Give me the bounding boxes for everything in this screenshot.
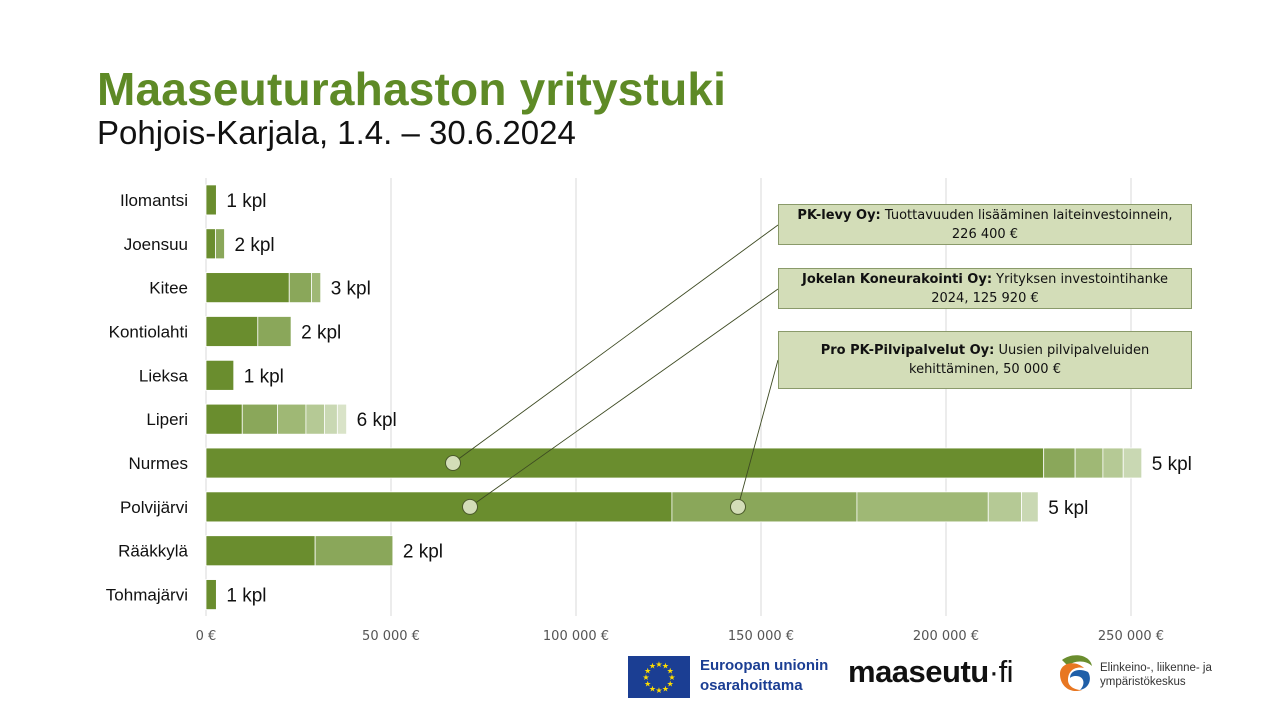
eu-star: ★ [642, 673, 649, 682]
annotation-text: Tuottavuuden lisääminen laiteinvestoinne… [880, 207, 1173, 242]
annotation-leader-line [469, 288, 779, 508]
eu-star: ★ [644, 667, 651, 676]
count-label: 1 kpl [226, 191, 266, 212]
count-label: 1 kpl [226, 586, 266, 607]
bar-segment [314, 535, 394, 567]
annotation-pro-pk-pilvipalvelut: Pro PK-Pilvipalvelut Oy: Uusien pilvipal… [778, 331, 1192, 389]
category-label: Nurmes [128, 454, 188, 473]
count-label: 1 kpl [244, 366, 284, 387]
eu-star: ★ [662, 662, 669, 671]
category-label: Lieksa [139, 366, 189, 385]
annotation-company: PK-levy Oy: [797, 207, 881, 223]
bar-segment [205, 228, 217, 260]
bar-segment [205, 447, 1045, 479]
count-label: 5 kpl [1152, 454, 1192, 475]
eu-star: ★ [655, 686, 662, 695]
annotation-text: Yrityksen investointihanke 2024, 125 920… [931, 271, 1168, 306]
bar-segment [311, 272, 322, 304]
bar-segment [336, 403, 348, 435]
bar-segment [257, 316, 292, 347]
count-label: 3 kpl [331, 279, 371, 300]
x-tick-label: 100 000 € [543, 629, 609, 644]
bar-segment [205, 316, 259, 347]
category-label: Joensuu [124, 235, 188, 254]
annotation-pk-levy: PK-levy Oy: Tuottavuuden lisääminen lait… [778, 204, 1192, 245]
maaseutu-word: maaseutu [848, 654, 989, 689]
count-label: 2 kpl [403, 542, 443, 563]
eu-funding-text: Euroopan unionin osarahoittama [700, 656, 828, 696]
x-tick-label: 0 € [196, 629, 217, 644]
category-label: Rääkkylä [118, 542, 188, 561]
maaseutu-fi: fi [998, 654, 1014, 689]
x-tick-label: 200 000 € [913, 629, 979, 644]
bar-segment [241, 403, 278, 435]
annotation-jokelan-koneurakointi: Jokelan Koneurakointi Oy: Yrityksen inve… [778, 268, 1192, 309]
bar-segment [288, 272, 312, 304]
category-label: Kontiolahti [109, 322, 188, 341]
annotation-marker [462, 498, 478, 515]
x-tick-label: 50 000 € [362, 629, 420, 644]
bar-segment [205, 403, 243, 435]
eu-star: ★ [667, 667, 674, 676]
eu-star: ★ [668, 673, 675, 682]
eu-star: ★ [662, 684, 669, 693]
eu-flag-logo: ★ ★ ★ ★ ★ ★ ★ ★ ★ ★ ★ ★ [628, 656, 690, 698]
maaseutu-fi-logo: maaseutu·fi [848, 654, 1014, 690]
eu-star: ★ [667, 680, 674, 689]
bar-segment [215, 228, 225, 260]
count-label: 2 kpl [301, 322, 341, 343]
ely-line2: ympäristökeskus [1100, 676, 1186, 688]
bar-segment [205, 359, 235, 391]
bar-segment [323, 403, 338, 435]
annotation-company: Jokelan Koneurakointi Oy: [802, 271, 993, 287]
bar-segment [205, 491, 673, 523]
annotation-leader-line [737, 359, 779, 507]
category-label: Polvijärvi [120, 498, 188, 517]
bar-segment [205, 535, 316, 567]
count-label: 5 kpl [1048, 498, 1088, 519]
category-label: Liperi [146, 410, 188, 429]
x-tick-label: 150 000 € [728, 629, 794, 644]
eu-line2: osarahoittama [700, 677, 803, 694]
annotation-text: Uusien pilvipalveluiden kehittäminen, 50… [909, 343, 1150, 377]
bar-segment [305, 403, 325, 435]
ely-line1: Elinkeino-, liikenne- ja [1100, 662, 1212, 674]
count-label: 6 kpl [357, 410, 397, 431]
category-label: Ilomantsi [120, 191, 188, 210]
x-tick-label: 250 000 € [1098, 629, 1164, 644]
ely-text: Elinkeino-, liikenne- ja ympäristökeskus [1100, 661, 1212, 689]
bar-segment [205, 579, 217, 610]
bar-segment [1122, 447, 1143, 479]
bar-segment [671, 491, 858, 523]
bar-segment [856, 491, 989, 523]
annotation-company: Pro PK-Pilvipalvelut Oy: [820, 343, 995, 358]
eu-line1: Euroopan unionin [700, 657, 829, 674]
eu-star: ★ [655, 660, 662, 669]
maaseutu-dot: · [988, 654, 999, 689]
bar-segment [1102, 447, 1124, 479]
annotation-leader-line [452, 224, 779, 464]
eu-star: ★ [649, 662, 656, 671]
bar-segment [1021, 491, 1039, 523]
count-label: 2 kpl [235, 235, 275, 256]
bar-segment [205, 272, 290, 304]
annotation-marker [445, 455, 461, 472]
page-title: Maaseuturahaston yritystuki [97, 63, 727, 115]
bar-segment [1074, 447, 1104, 479]
bar-segment [277, 403, 307, 435]
bar-segment [1043, 447, 1076, 479]
page-subtitle: Pohjois-Karjala, 1.4. – 30.6.2024 [97, 114, 576, 151]
eu-star: ★ [649, 684, 656, 693]
category-label: Tohmajärvi [106, 586, 188, 605]
bar-segment [987, 491, 1022, 523]
ely-logo-icon [1056, 652, 1096, 694]
eu-star: ★ [644, 680, 651, 689]
category-label: Kitee [149, 279, 188, 298]
annotation-marker [730, 498, 746, 515]
bar-segment [205, 184, 217, 216]
